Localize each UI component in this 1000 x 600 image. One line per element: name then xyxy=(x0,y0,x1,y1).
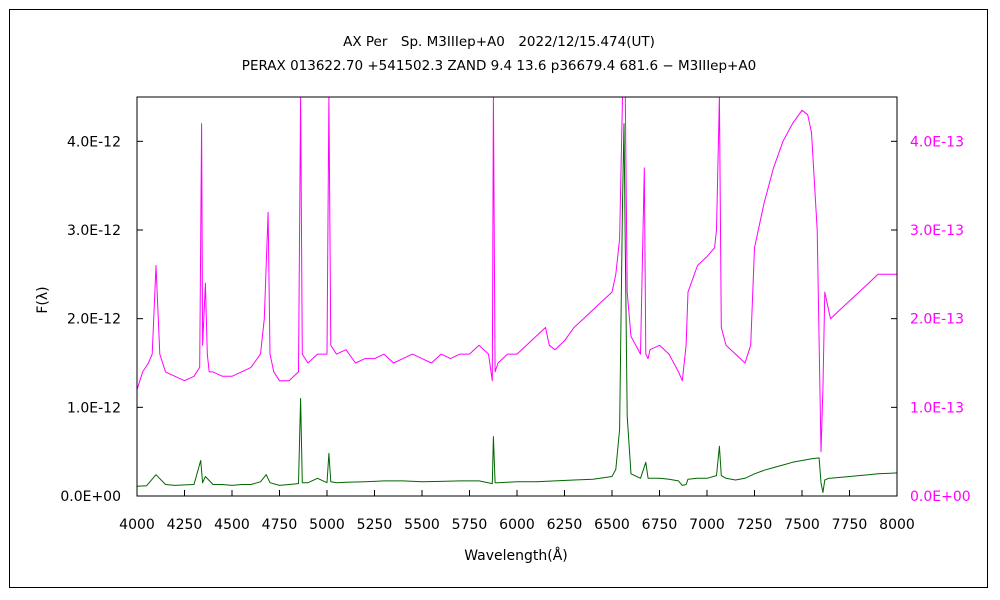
y-right-tick-label: 4.0E-13 xyxy=(910,134,964,150)
series-group xyxy=(137,97,897,493)
x-tick-label: 8000 xyxy=(879,517,915,533)
x-tick-label: 5750 xyxy=(452,517,488,533)
x-tick-label: 6500 xyxy=(594,517,630,533)
y-left-tick-label: 1.0E-12 xyxy=(67,400,121,416)
x-tick-label: 5000 xyxy=(309,517,345,533)
plot-border xyxy=(136,96,898,497)
chart-subtitle: PERAX 013622.70 +541502.3 ZAND 9.4 13.6 … xyxy=(242,58,756,74)
x-tick-label: 4250 xyxy=(167,517,203,533)
x-axis-label: Wavelength(Å) xyxy=(464,547,568,564)
y-right-tick-label: 1.0E-13 xyxy=(910,400,964,416)
x-tick-label: 5500 xyxy=(404,517,440,533)
axis-ticks: 4000 4250 4500 4750 5000 5250 5500 5750 6000 6250… xyxy=(60,134,970,533)
x-tick-label: 7500 xyxy=(784,517,820,533)
x-tick-label: 4000 xyxy=(119,517,155,533)
chart-title: AX Per Sp. M3IIIep+A0 2022/12/15.474(UT) xyxy=(343,34,655,50)
x-tick-label: 6000 xyxy=(499,517,535,533)
y-right-tick-label: 3.0E-13 xyxy=(910,223,964,239)
chart-frame xyxy=(9,9,988,588)
x-tick-label: 7250 xyxy=(737,517,773,533)
y-left-tick-label: 2.0E-12 xyxy=(67,312,121,328)
series-line-right-axis xyxy=(137,97,897,453)
x-tick-label: 6250 xyxy=(547,517,583,533)
y-left-tick-label: 4.0E-12 xyxy=(67,134,121,150)
x-tick-label: 5250 xyxy=(357,517,393,533)
y-axis-label: F(λ) xyxy=(35,286,51,313)
series-line-left-axis xyxy=(137,123,897,493)
y-right-tick-label: 2.0E-13 xyxy=(910,312,964,328)
y-right-tick-label: 0.0E+00 xyxy=(910,489,971,505)
x-tick-label: 7750 xyxy=(832,517,868,533)
y-left-tick-label: 3.0E-12 xyxy=(67,223,121,239)
y-left-tick-label: 0.0E+00 xyxy=(60,489,121,505)
x-tick-label: 6750 xyxy=(642,517,678,533)
x-tick-label: 4500 xyxy=(214,517,250,533)
x-tick-label: 7000 xyxy=(689,517,725,533)
x-tick-label: 4750 xyxy=(262,517,298,533)
